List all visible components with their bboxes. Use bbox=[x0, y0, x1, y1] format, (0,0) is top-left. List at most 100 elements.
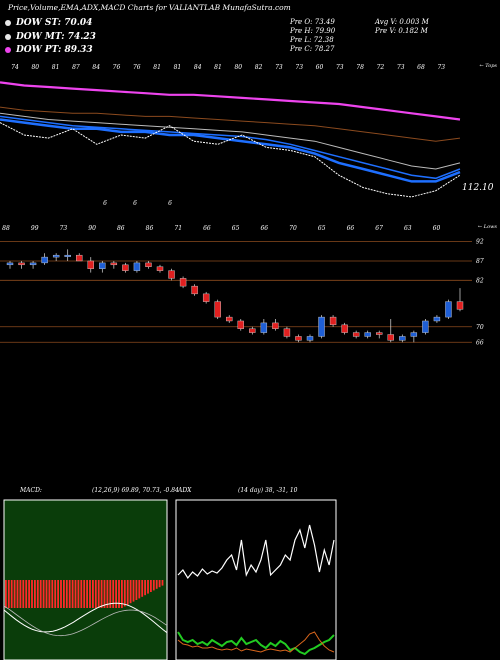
candle-body bbox=[99, 262, 106, 269]
candle-body bbox=[87, 260, 94, 269]
candle-body bbox=[202, 293, 210, 302]
price-y-label: 92 bbox=[476, 239, 484, 246]
macd-hist-bar bbox=[106, 580, 109, 608]
ema-top-tick: 76 bbox=[113, 64, 121, 71]
legend-dot-icon bbox=[5, 47, 11, 53]
price-top-tick: 70 bbox=[289, 225, 297, 232]
candle-body bbox=[18, 262, 25, 266]
macd-hist-bar bbox=[83, 580, 86, 608]
ema-bottom-tick: 6 bbox=[103, 200, 107, 207]
macd-hist-bar bbox=[152, 580, 155, 591]
candle-body bbox=[456, 301, 464, 310]
price-top-tick: 63 bbox=[404, 225, 412, 232]
legend-dow-pt: DOW PT: 89.33 bbox=[5, 45, 93, 55]
candle-body bbox=[191, 285, 198, 295]
macd-hist-bar bbox=[135, 580, 138, 600]
legend-dow-st-label: DOW ST: 70.04 bbox=[16, 18, 93, 28]
stat-avg-volume: Avg V: 0.003 M bbox=[375, 18, 429, 26]
macd-hist-bar bbox=[161, 580, 164, 586]
macd-hist-bar bbox=[92, 580, 94, 608]
macd-hist-bar bbox=[158, 580, 161, 588]
candle-body bbox=[329, 316, 337, 326]
ema-top-tick: 81 bbox=[153, 64, 161, 71]
legend-dow-pt-label: DOW PT: 89.33 bbox=[16, 45, 93, 55]
price-top-tick: 65 bbox=[232, 225, 240, 232]
candle-body bbox=[6, 262, 14, 266]
ema-top-tick: 76 bbox=[133, 64, 141, 71]
candle-body bbox=[29, 262, 37, 266]
candle-body bbox=[76, 254, 83, 262]
macd-hist-bar bbox=[25, 580, 28, 608]
ema-top-tick: 80 bbox=[31, 64, 39, 71]
ema-top-tick: 74 bbox=[11, 64, 19, 71]
macd-hist-bar bbox=[132, 580, 135, 602]
candle-body bbox=[445, 301, 452, 318]
macd-hist-bar bbox=[97, 580, 100, 608]
macd-hist-bar bbox=[39, 580, 42, 608]
ema-line-1 bbox=[0, 106, 461, 142]
ema-top-tick: 81 bbox=[52, 64, 60, 71]
macd-hist-bar bbox=[22, 580, 25, 608]
candle-body bbox=[376, 332, 383, 335]
price-top-tick: 65 bbox=[318, 225, 326, 232]
candle-body bbox=[226, 316, 233, 322]
ema-top-tick: 80 bbox=[234, 64, 242, 71]
candle-body bbox=[122, 264, 129, 271]
ema-top-tick: 60 bbox=[316, 64, 324, 71]
legend-dow-mt: DOW MT: 74.23 bbox=[5, 32, 96, 42]
macd-hist-bar bbox=[147, 580, 149, 594]
candle-body bbox=[272, 322, 279, 329]
price-y-label: 87 bbox=[476, 258, 484, 265]
macd-hist-bar bbox=[63, 580, 65, 608]
ema-top-tick: 78 bbox=[356, 64, 364, 71]
candle-body bbox=[422, 320, 429, 333]
ema-price-label: 112.10 bbox=[462, 183, 494, 193]
price-top-tick: 99 bbox=[31, 225, 39, 232]
candle-body bbox=[387, 334, 394, 341]
price-top-tick: 90 bbox=[88, 225, 96, 232]
candle-body bbox=[249, 328, 256, 333]
macd-hist-bar bbox=[126, 580, 129, 605]
price-top-tick: 86 bbox=[146, 225, 154, 232]
price-y-label: 82 bbox=[476, 277, 484, 284]
macd-hist-bar bbox=[57, 580, 59, 608]
candle-body bbox=[283, 328, 291, 337]
candle-body bbox=[399, 336, 406, 341]
candle-body bbox=[295, 336, 302, 341]
macd-hist-bar bbox=[155, 580, 158, 589]
ema-top-tick: 73 bbox=[437, 64, 445, 71]
ema-line-4 bbox=[0, 118, 461, 183]
candle-body bbox=[364, 332, 371, 337]
macd-hist-bar bbox=[100, 580, 103, 608]
adx-plus-di-line bbox=[177, 631, 335, 656]
candle-body bbox=[168, 270, 175, 279]
ema-bottom-tick: 6 bbox=[168, 200, 172, 207]
macd-hist-bar bbox=[144, 580, 146, 596]
ema-top-tick: 73 bbox=[397, 64, 405, 71]
stat-pre-close: Pre C: 78.27 bbox=[290, 45, 335, 53]
ema-right-label: ← Tops bbox=[479, 63, 497, 69]
adx-frame bbox=[175, 499, 337, 660]
macd-hist-bar bbox=[7, 580, 10, 608]
ema-top-tick: 68 bbox=[417, 64, 425, 71]
macd-hist-bar bbox=[51, 580, 54, 608]
legend-dot-icon bbox=[5, 34, 11, 40]
macd-hist-bar bbox=[48, 580, 51, 608]
stat-pre-volume: Pre V: 0.182 M bbox=[375, 27, 428, 35]
macd-hist-bar bbox=[94, 580, 97, 608]
ema-top-tick: 82 bbox=[255, 64, 263, 71]
macd-hist-bar bbox=[86, 580, 88, 608]
macd-hist-bar bbox=[150, 580, 152, 592]
candle-body bbox=[133, 262, 141, 271]
legend-dow-mt-label: DOW MT: 74.23 bbox=[16, 32, 96, 42]
ema-line-3 bbox=[0, 115, 461, 180]
macd-hist-bar bbox=[60, 580, 62, 608]
macd-hist-bar bbox=[123, 580, 126, 607]
macd-hist-bar bbox=[129, 580, 132, 604]
macd-hist-bar bbox=[89, 580, 91, 608]
candle-body bbox=[237, 320, 244, 329]
price-top-tick: 73 bbox=[60, 225, 68, 232]
price-top-tick: 66 bbox=[347, 225, 355, 232]
macd-hist-bar bbox=[65, 580, 68, 608]
legend-dow-st: DOW ST: 70.04 bbox=[5, 18, 92, 28]
